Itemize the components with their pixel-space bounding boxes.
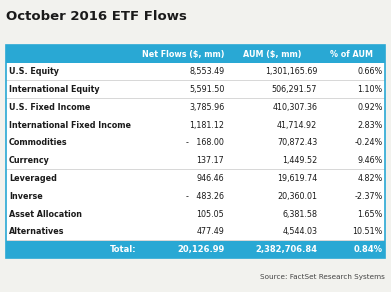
Text: -2.37%: -2.37% bbox=[354, 192, 383, 201]
Text: 5,591.50: 5,591.50 bbox=[189, 85, 224, 94]
Text: 4,544.03: 4,544.03 bbox=[282, 227, 317, 236]
Text: 20,360.01: 20,360.01 bbox=[277, 192, 317, 201]
Text: 506,291.57: 506,291.57 bbox=[272, 85, 317, 94]
Text: October 2016 ETF Flows: October 2016 ETF Flows bbox=[6, 10, 187, 23]
Text: 1,181.12: 1,181.12 bbox=[189, 121, 224, 130]
Text: Total:: Total: bbox=[110, 245, 136, 254]
Text: 410,307.36: 410,307.36 bbox=[272, 103, 317, 112]
Text: U.S. Fixed Income: U.S. Fixed Income bbox=[9, 103, 90, 112]
Text: -   168.00: - 168.00 bbox=[187, 138, 224, 147]
Text: 0.92%: 0.92% bbox=[357, 103, 383, 112]
Text: 70,872.43: 70,872.43 bbox=[277, 138, 317, 147]
Text: Commodities: Commodities bbox=[9, 138, 68, 147]
Text: 0.84%: 0.84% bbox=[354, 245, 383, 254]
Text: Inverse: Inverse bbox=[9, 192, 43, 201]
Text: Net Flows ($, mm): Net Flows ($, mm) bbox=[142, 50, 224, 59]
Text: 41,714.92: 41,714.92 bbox=[277, 121, 317, 130]
Text: -0.24%: -0.24% bbox=[355, 138, 383, 147]
Text: Leveraged: Leveraged bbox=[9, 174, 57, 183]
Text: 1.10%: 1.10% bbox=[357, 85, 383, 94]
Text: Alternatives: Alternatives bbox=[9, 227, 65, 236]
Text: Source: FactSet Research Systems: Source: FactSet Research Systems bbox=[260, 274, 385, 280]
Text: 1.65%: 1.65% bbox=[357, 210, 383, 218]
Text: 477.49: 477.49 bbox=[196, 227, 224, 236]
Text: International Fixed Income: International Fixed Income bbox=[9, 121, 131, 130]
Text: 4.82%: 4.82% bbox=[357, 174, 383, 183]
Text: -   483.26: - 483.26 bbox=[186, 192, 224, 201]
Text: International Equity: International Equity bbox=[9, 85, 100, 94]
Text: Asset Allocation: Asset Allocation bbox=[9, 210, 82, 218]
Text: 946.46: 946.46 bbox=[197, 174, 224, 183]
Text: Currency: Currency bbox=[9, 156, 50, 165]
Text: 137.17: 137.17 bbox=[197, 156, 224, 165]
Text: 8,553.49: 8,553.49 bbox=[189, 67, 224, 77]
Text: % of AUM: % of AUM bbox=[330, 50, 373, 59]
Text: 20,126.99: 20,126.99 bbox=[177, 245, 224, 254]
Text: AUM ($, mm): AUM ($, mm) bbox=[243, 50, 301, 59]
Text: 9.46%: 9.46% bbox=[357, 156, 383, 165]
Text: U.S. Equity: U.S. Equity bbox=[9, 67, 59, 77]
Text: 1,449.52: 1,449.52 bbox=[282, 156, 317, 165]
Text: 2,382,706.84: 2,382,706.84 bbox=[255, 245, 317, 254]
Text: 10.51%: 10.51% bbox=[352, 227, 383, 236]
Text: 3,785.96: 3,785.96 bbox=[189, 103, 224, 112]
Text: 2.83%: 2.83% bbox=[357, 121, 383, 130]
Text: 19,619.74: 19,619.74 bbox=[277, 174, 317, 183]
Text: 1,301,165.69: 1,301,165.69 bbox=[265, 67, 317, 77]
Text: 6,381.58: 6,381.58 bbox=[282, 210, 317, 218]
Text: 0.66%: 0.66% bbox=[357, 67, 383, 77]
Text: 105.05: 105.05 bbox=[197, 210, 224, 218]
